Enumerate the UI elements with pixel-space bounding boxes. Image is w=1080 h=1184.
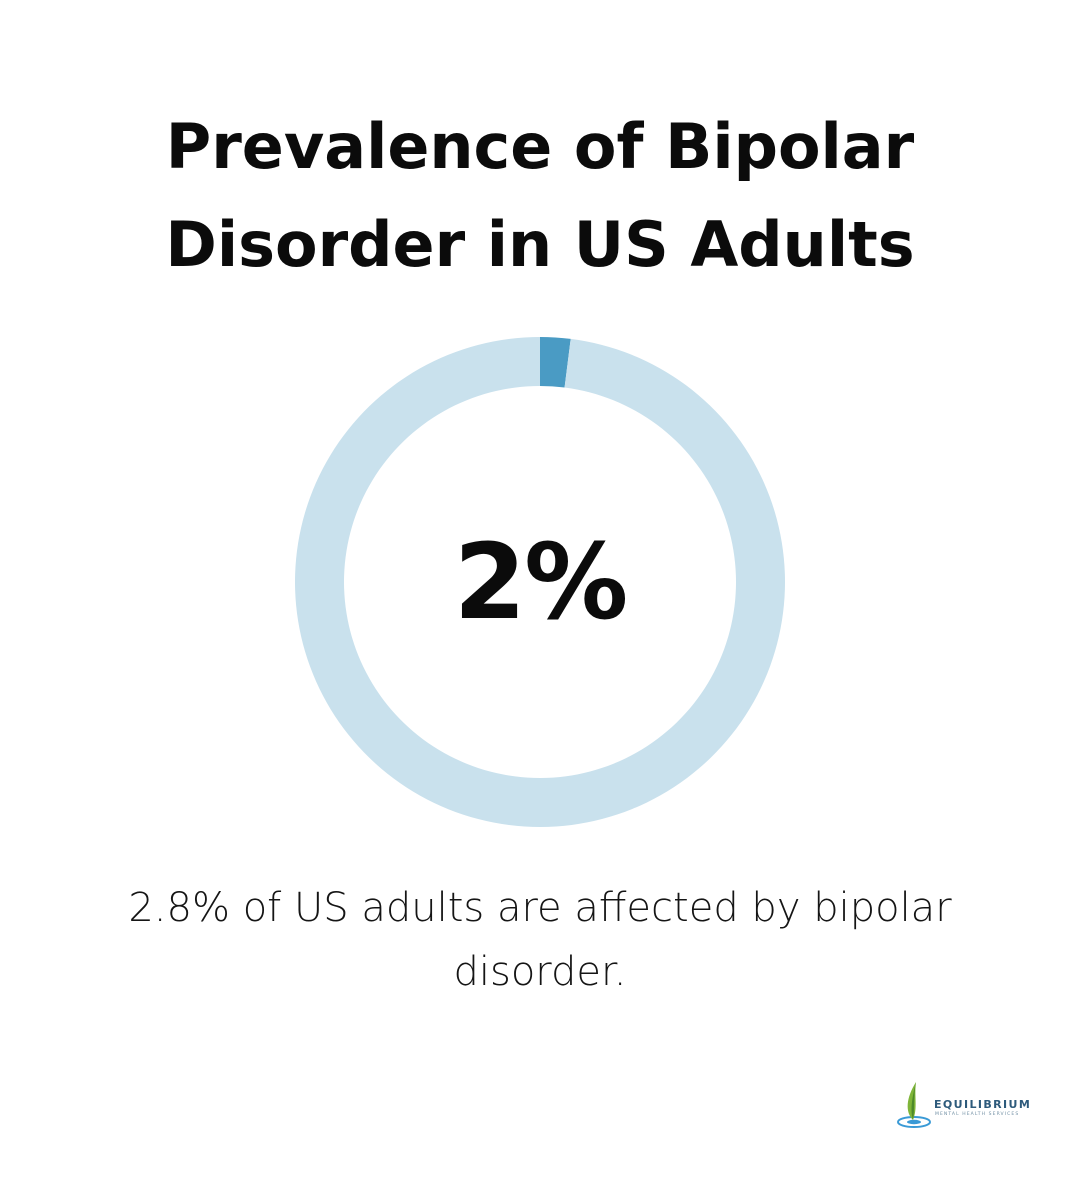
- donut-chart: [290, 332, 790, 832]
- donut-chart-svg: [295, 337, 785, 827]
- chart-title: Prevalence of Bipolar Disorder in US Adu…: [0, 98, 1080, 294]
- logo-tagline: MENTAL HEALTH SERVICES: [935, 1112, 1020, 1117]
- chart-title-line-1: Prevalence of Bipolar: [165, 110, 915, 183]
- equilibrium-logo: EQUILIBRIUM MENTAL HEALTH SERVICES: [896, 1078, 1036, 1130]
- donut-slice-highlight: [540, 337, 571, 388]
- logo-name: EQUILIBRIUM: [934, 1098, 1032, 1111]
- donut-center-value: 2%: [453, 521, 629, 643]
- chart-title-line-2: Disorder in US Adults: [165, 208, 915, 281]
- leaf-drop-icon: [897, 1082, 931, 1128]
- chart-caption: 2.8% of US adults are affected by bipola…: [128, 885, 952, 995]
